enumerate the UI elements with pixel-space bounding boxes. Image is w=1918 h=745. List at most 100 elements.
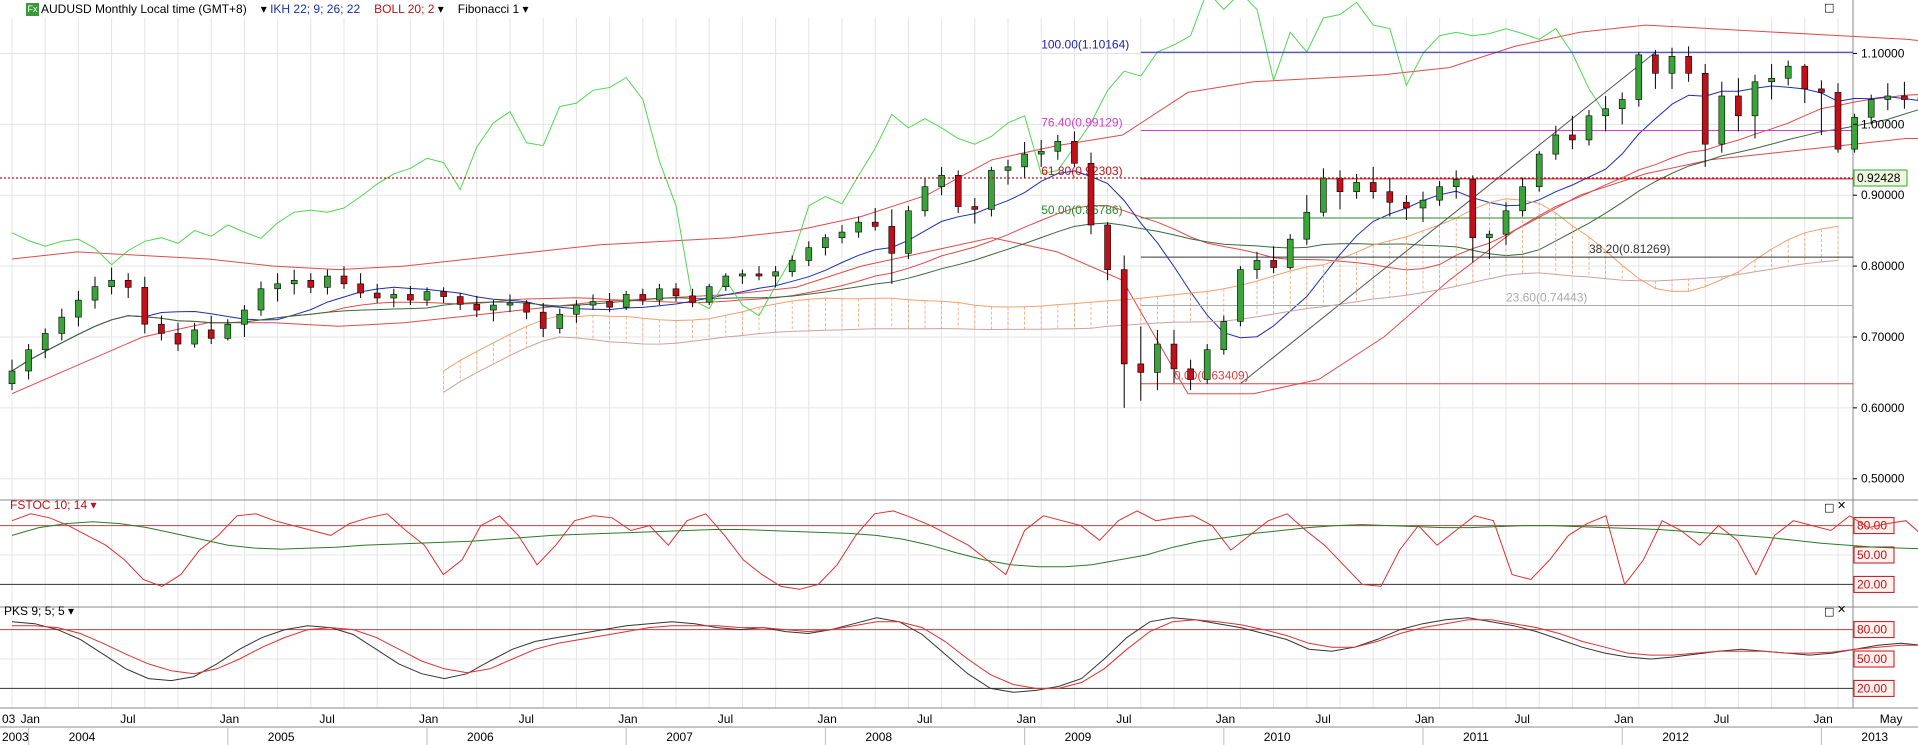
candle-body[interactable] (1253, 260, 1261, 270)
candle-body[interactable] (705, 286, 713, 303)
candle-body[interactable] (971, 206, 979, 210)
candle-body[interactable] (1237, 269, 1244, 322)
candle-body[interactable] (1087, 163, 1095, 226)
maximize-main-icon[interactable]: □ (1824, 1, 1835, 14)
stoch-panel-label[interactable]: FSTOC 10; 14 ▾ (10, 498, 97, 512)
candle-body[interactable] (689, 295, 696, 303)
candle-body[interactable] (241, 309, 248, 325)
candle-body[interactable] (788, 260, 796, 273)
candle-body[interactable] (1419, 199, 1427, 209)
close-pks-icon[interactable]: ✕ (1837, 603, 1847, 616)
candle-body[interactable] (1735, 95, 1742, 117)
candle-body[interactable] (1353, 182, 1360, 192)
candle-body[interactable] (224, 323, 232, 339)
candle-body[interactable] (75, 299, 82, 318)
candle-body[interactable] (1071, 141, 1078, 164)
candle-body[interactable] (1220, 321, 1228, 351)
candle-body[interactable] (324, 275, 331, 288)
candle-body[interactable] (1784, 65, 1792, 79)
candle-body[interactable] (1403, 201, 1410, 209)
candle-body[interactable] (124, 279, 132, 288)
candle-body[interactable] (41, 333, 49, 351)
candle-body[interactable] (954, 175, 962, 207)
candle-body[interactable] (1768, 77, 1775, 83)
candle-body[interactable] (1867, 99, 1875, 118)
candle-body[interactable] (672, 288, 680, 297)
candle-body[interactable] (1336, 177, 1344, 192)
candle-body[interactable] (1834, 92, 1842, 150)
candle-body[interactable] (1668, 55, 1676, 74)
candle-body[interactable] (340, 275, 348, 285)
candle-body[interactable] (988, 170, 995, 210)
candle-body[interactable] (1502, 210, 1510, 235)
candle-body[interactable] (506, 302, 514, 306)
candle-body[interactable] (274, 283, 281, 290)
candle-body[interactable] (1585, 115, 1593, 141)
candle-body[interactable] (473, 304, 481, 311)
candle-body[interactable] (490, 304, 497, 311)
candle-body[interactable] (539, 311, 547, 329)
candle-body[interactable] (407, 294, 414, 301)
candle-body[interactable] (307, 279, 315, 288)
candle-body[interactable] (1137, 363, 1145, 373)
candle-body[interactable] (1884, 95, 1892, 100)
candle-body[interactable] (357, 283, 364, 294)
candle-body[interactable] (1187, 368, 1194, 380)
candle-body[interactable] (290, 279, 298, 285)
candle-body[interactable] (772, 271, 779, 277)
candle-body[interactable] (1170, 343, 1178, 370)
candle-body[interactable] (1037, 150, 1045, 155)
candle-body[interactable] (1685, 55, 1692, 74)
indicator-boll-button[interactable]: BOLL 20; 2 ▾ (374, 2, 444, 16)
candle-body[interactable] (207, 329, 215, 339)
candle-body[interactable] (1519, 186, 1526, 212)
candle-body[interactable] (622, 294, 630, 308)
candle-body[interactable] (1901, 95, 1908, 100)
candle-body[interactable] (1818, 88, 1825, 93)
candle-body[interactable] (174, 333, 182, 345)
candle-body[interactable] (1270, 260, 1277, 268)
candle-body[interactable] (1718, 95, 1726, 145)
candle-body[interactable] (1436, 186, 1443, 201)
candle-body[interactable] (1369, 182, 1377, 192)
candle-body[interactable] (822, 237, 829, 248)
candle-body[interactable] (1452, 179, 1460, 188)
candle-body[interactable] (739, 273, 746, 277)
candle-body[interactable] (1701, 72, 1709, 145)
candle-body[interactable] (855, 221, 862, 233)
candle-body[interactable] (141, 287, 149, 325)
candle-body[interactable] (1569, 134, 1576, 141)
candle-body[interactable] (589, 301, 597, 306)
candle-body[interactable] (158, 323, 165, 334)
indicator-fibonacci-button[interactable]: Fibonacci 1 ▾ (458, 2, 529, 16)
close-stoch-icon[interactable]: ✕ (1837, 499, 1847, 512)
candle-body[interactable] (257, 288, 265, 311)
candle-body[interactable] (905, 210, 912, 254)
candle-body[interactable] (1203, 349, 1211, 380)
candle-body[interactable] (8, 370, 16, 385)
candle-body[interactable] (1751, 81, 1759, 117)
candle-body[interactable] (1618, 99, 1626, 110)
candle-body[interactable] (722, 275, 730, 287)
candle-body[interactable] (639, 294, 647, 301)
candle-body[interactable] (373, 292, 381, 299)
candle-body[interactable] (1054, 141, 1062, 152)
candle-body[interactable] (25, 349, 32, 372)
candle-body[interactable] (1021, 153, 1028, 168)
candle-body[interactable] (191, 329, 198, 345)
symbol-title[interactable]: AUDUSD Monthly Local time (GMT+8) (41, 2, 247, 16)
candle-body[interactable] (1154, 343, 1161, 373)
candle-body[interactable] (1486, 233, 1493, 239)
candle-body[interactable] (1635, 54, 1643, 100)
candle-body[interactable] (1602, 108, 1609, 117)
candle-body[interactable] (1120, 269, 1128, 365)
candle-body[interactable] (938, 175, 945, 188)
candle-body[interactable] (1652, 54, 1659, 74)
candle-body[interactable] (921, 186, 929, 212)
candle-body[interactable] (108, 279, 115, 287)
pks-panel-label[interactable]: PKS 9; 5; 5 ▾ (4, 604, 74, 618)
maximize-pks-icon[interactable]: □ (1824, 605, 1835, 618)
indicator-ikh-button[interactable]: ▾ IKH 22; 9; 26; 22 (261, 2, 360, 16)
candle-body[interactable] (1535, 153, 1543, 187)
candle-body[interactable] (1801, 65, 1809, 90)
